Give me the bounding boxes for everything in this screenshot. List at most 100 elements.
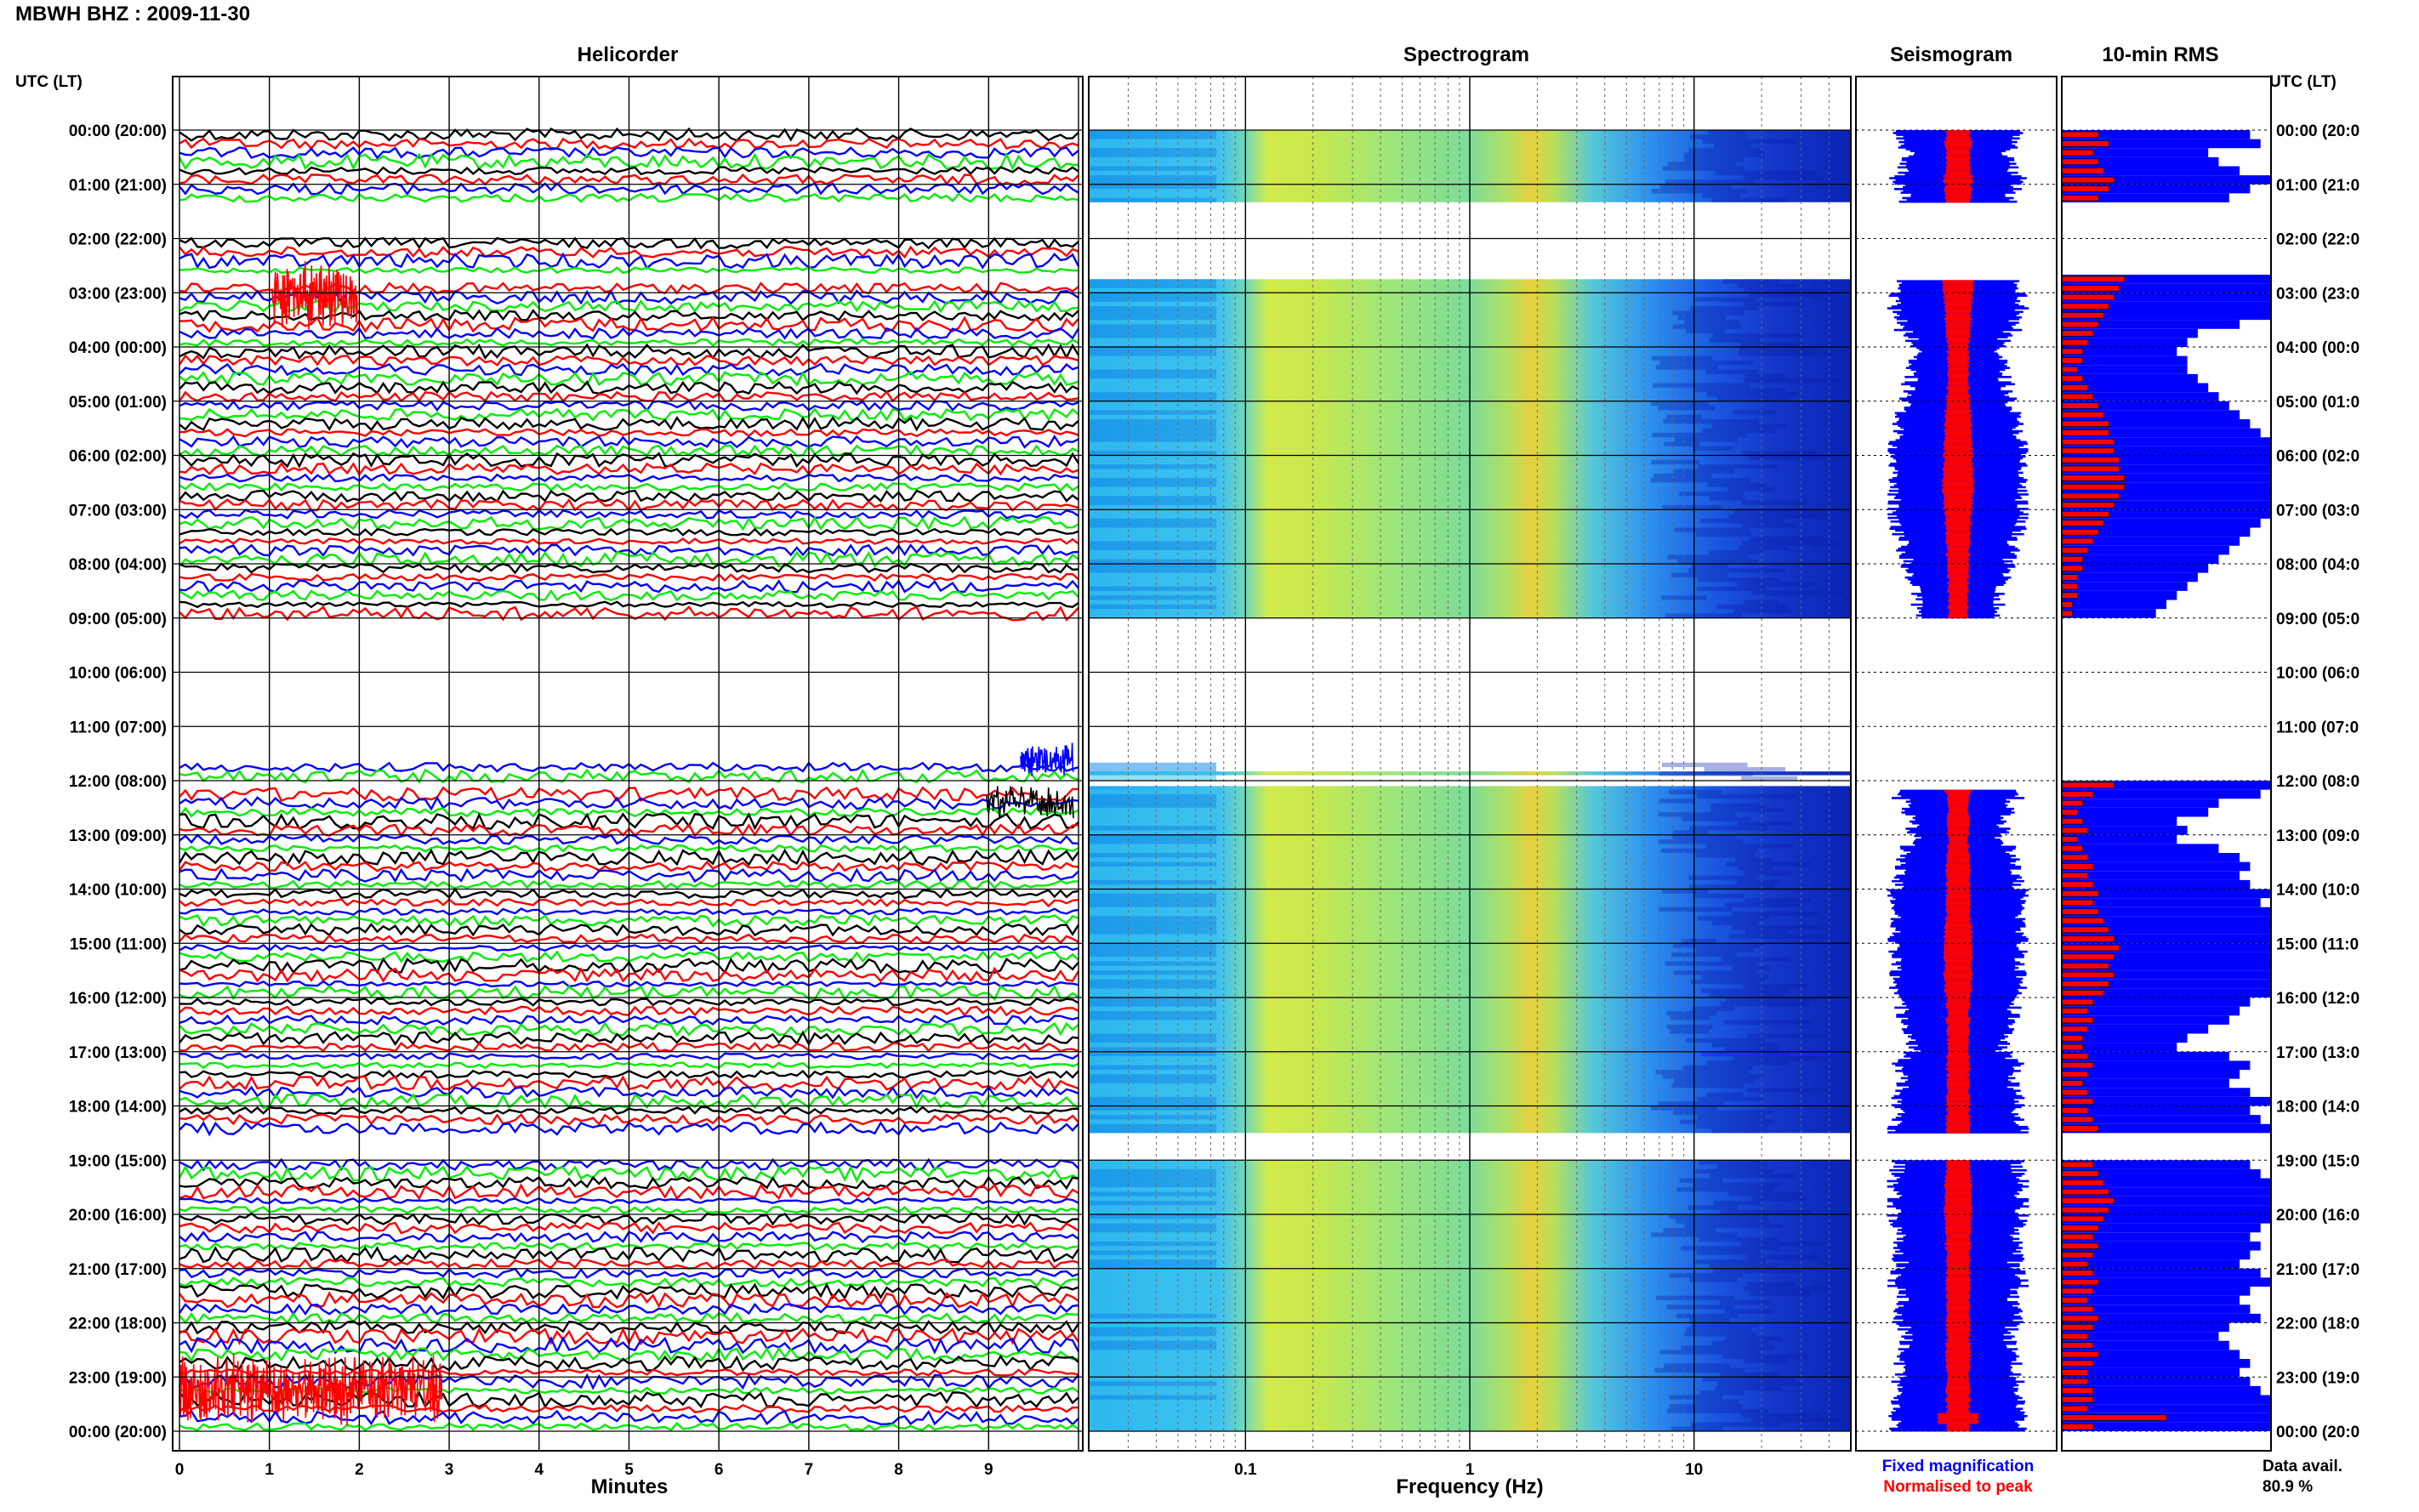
rms-fixed-bar xyxy=(2062,1305,2251,1314)
rms-normalised-bar xyxy=(2061,330,2094,337)
seismogram-normalised-envelope xyxy=(1947,1070,1969,1072)
seismogram-normalised-envelope xyxy=(1944,431,1972,435)
rms-normalised-bar xyxy=(2061,1188,2109,1196)
spectrogram-high-band xyxy=(1722,957,1790,962)
seismogram-normalised-envelope xyxy=(1945,518,1971,521)
rms-normalised-bar xyxy=(2061,510,2109,518)
seismogram-normalised-envelope xyxy=(1945,1223,1971,1226)
rms-normalised-bar xyxy=(2061,1098,2094,1105)
spectrogram-high-band xyxy=(1671,572,1728,577)
spectrogram-high-band xyxy=(1710,803,1767,808)
seismogram-normalised-envelope xyxy=(1944,1216,1972,1219)
seismogram-normalised-envelope xyxy=(1943,482,1973,485)
seismogram-normalised-envelope xyxy=(1946,1265,1970,1268)
rms-fixed-bar xyxy=(2062,826,2188,835)
spectrogram-high-band xyxy=(1673,469,1735,474)
seismogram-normalised-envelope xyxy=(1946,1306,1970,1309)
seismogram-normalised-envelope xyxy=(1947,1048,1969,1051)
seismogram-normalised-envelope xyxy=(1946,1096,1970,1100)
rms-fixed-bar xyxy=(2062,898,2261,907)
left-time-label: 21:00 (17:00) xyxy=(69,1261,167,1279)
seismogram-normalised-envelope xyxy=(1941,484,1975,487)
spectrogram-low-band xyxy=(1089,301,1216,307)
rms-normalised-bar xyxy=(2061,1396,2094,1403)
seismogram-normalised-envelope xyxy=(1944,988,1972,991)
seismogram-normalised-envelope xyxy=(1945,148,1971,151)
minute-tick-label: 9 xyxy=(984,1461,993,1479)
spectrogram-low-band xyxy=(1089,907,1216,912)
spectrogram-low-band xyxy=(1089,455,1216,460)
spectrogram-high-band xyxy=(1709,496,1746,501)
rms-normalised-bar xyxy=(2061,303,2109,310)
rms-fixed-bar xyxy=(2062,283,2271,293)
spectrogram-low-band xyxy=(1089,428,1216,433)
spectrogram-high-band xyxy=(1651,355,1713,361)
seismogram-normalised-envelope xyxy=(1944,506,1972,509)
spectrogram-high-band xyxy=(1702,428,1777,433)
spectrogram-low-band xyxy=(1089,979,1216,985)
spectrogram-high-band xyxy=(1670,1029,1710,1034)
seismogram-normalised-envelope xyxy=(1946,1367,1970,1371)
spectrogram-low-band xyxy=(1089,572,1216,577)
rms-normalised-bar xyxy=(2061,583,2078,590)
spectrogram-high-band xyxy=(1650,401,1710,406)
spectrogram-high-band xyxy=(1690,306,1759,311)
spectrogram-low-band xyxy=(1089,1327,1216,1333)
seismogram-normalised-envelope xyxy=(1938,1418,1978,1421)
minutes-axis-label: Minutes xyxy=(591,1475,669,1498)
rms-normalised-bar xyxy=(2061,1287,2094,1294)
seismogram-normalised-envelope xyxy=(1944,142,1972,145)
rms-fixed-bar xyxy=(2062,473,2271,483)
rms-fixed-bar xyxy=(2062,1214,2271,1224)
spectrogram-high-band xyxy=(1674,527,1750,532)
rms-fixed-bar xyxy=(2062,139,2261,149)
seismogram-normalised-envelope xyxy=(1946,905,1970,908)
spectrogram-low-band xyxy=(1089,1313,1216,1319)
seismogram-normalised-envelope xyxy=(1946,1020,1970,1024)
seismogram-normalised-envelope xyxy=(1947,1313,1969,1316)
rms-normalised-bar xyxy=(2061,1089,2089,1096)
seismogram-normalised-envelope xyxy=(1944,522,1972,525)
rms-normalised-bar xyxy=(2061,953,2114,960)
seismogram-normalised-envelope xyxy=(1945,889,1971,892)
seismogram-normalised-envelope xyxy=(1944,952,1972,955)
seismogram-normalised-envelope xyxy=(1944,193,1972,196)
seismogram-normalised-envelope xyxy=(1946,1255,1970,1259)
rms-normalised-bar xyxy=(2061,195,2099,202)
spectrogram-low-band xyxy=(1089,582,1216,587)
rms-normalised-bar xyxy=(2061,176,2114,184)
spectrogram-low-band xyxy=(1089,1359,1216,1364)
seismogram-normalised-envelope xyxy=(1948,847,1968,850)
seismogram-normalised-envelope xyxy=(1948,1015,1968,1018)
seismogram-normalised-envelope xyxy=(1947,1001,1969,1003)
spectrogram-high-band xyxy=(1689,1318,1730,1323)
spectrogram-high-band xyxy=(1729,934,1823,939)
spectrogram-low-band xyxy=(1089,970,1216,975)
seismogram-normalised-envelope xyxy=(1946,1348,1970,1350)
spectrogram-low-band xyxy=(1089,1345,1216,1350)
seismogram-normalised-envelope xyxy=(1945,992,1971,995)
seismogram-normalised-envelope xyxy=(1943,291,1973,293)
seismogram-normalised-envelope xyxy=(1946,582,1970,584)
seismogram-normalised-envelope xyxy=(1947,338,1969,340)
seismogram-normalised-envelope xyxy=(1945,328,1971,332)
spectrogram-low-band xyxy=(1089,1092,1216,1097)
seismogram-normalised-envelope xyxy=(1946,901,1970,904)
seismogram-normalised-envelope xyxy=(1946,824,1970,827)
spectrogram-high-band xyxy=(1749,455,1843,460)
spectrogram-low-band xyxy=(1089,541,1216,546)
spectrogram-high-band xyxy=(1743,378,1845,384)
spectrogram-high-band xyxy=(1669,789,1722,794)
seismogram-normalised-envelope xyxy=(1945,961,1971,964)
spectrogram-high-band xyxy=(1675,1219,1770,1224)
seismogram-normalised-envelope xyxy=(1945,1287,1971,1289)
minute-tick-label: 2 xyxy=(355,1461,364,1479)
spectrogram-low-band xyxy=(1089,486,1216,492)
seismogram-normalised-envelope xyxy=(1946,890,1970,894)
seismogram-normalised-envelope xyxy=(1943,473,1973,476)
seismogram-normalised-envelope xyxy=(1948,834,1968,838)
seismogram-normalised-envelope xyxy=(1948,614,1968,617)
seismogram-normalised-envelope xyxy=(1945,1178,1971,1181)
spectrogram-high-band xyxy=(1737,582,1816,587)
seismogram-normalised-envelope xyxy=(1945,527,1971,531)
